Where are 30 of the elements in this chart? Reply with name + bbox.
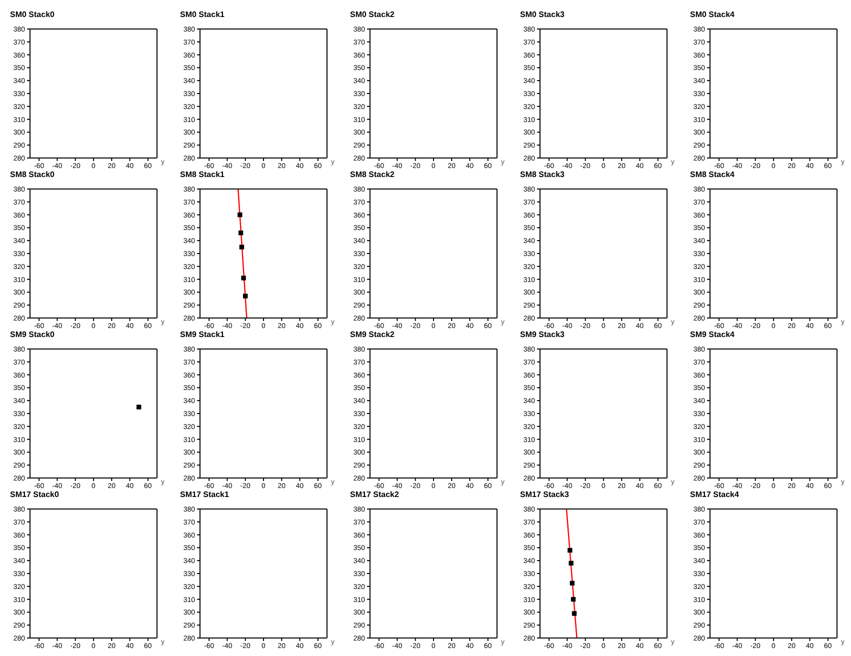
- chart-title: SM0 Stack2: [350, 10, 394, 19]
- chart-title: SM17 Stack4: [690, 490, 739, 499]
- chart-title: SM9 Stack4: [690, 330, 734, 339]
- chart-title: SM0 Stack3: [520, 10, 564, 19]
- chart-title: SM17 Stack0: [10, 490, 59, 499]
- chart-title: SM8 Stack4: [690, 170, 734, 179]
- point: [239, 244, 244, 250]
- chart-title: SM17 Stack2: [350, 490, 399, 499]
- chart-title: SM9 Stack3: [520, 330, 564, 339]
- chart-title: SM17 Stack1: [180, 490, 229, 499]
- point: [238, 230, 244, 236]
- point: [238, 212, 242, 218]
- point: [568, 560, 574, 566]
- chart-title: SM9 Stack2: [350, 330, 394, 339]
- chart-title: SM0 Stack0: [10, 10, 54, 19]
- point: [570, 580, 575, 586]
- point: [568, 548, 572, 553]
- chart-title: SM0 Stack4: [690, 10, 734, 19]
- chart-title: SM9 Stack1: [180, 330, 224, 339]
- chart-title: SM17 Stack3: [520, 490, 569, 499]
- point: [243, 294, 248, 298]
- chart-title: SM8 Stack0: [10, 170, 54, 179]
- chart-title: SM8 Stack3: [520, 170, 564, 179]
- point: [241, 276, 246, 280]
- chart-title: SM0 Stack1: [180, 10, 224, 19]
- point: [570, 596, 576, 602]
- chart-title: SM8 Stack1: [180, 170, 224, 179]
- chart-title: SM8 Stack2: [350, 170, 394, 179]
- point: [572, 611, 577, 616]
- chart-title: SM9 Stack0: [10, 330, 54, 339]
